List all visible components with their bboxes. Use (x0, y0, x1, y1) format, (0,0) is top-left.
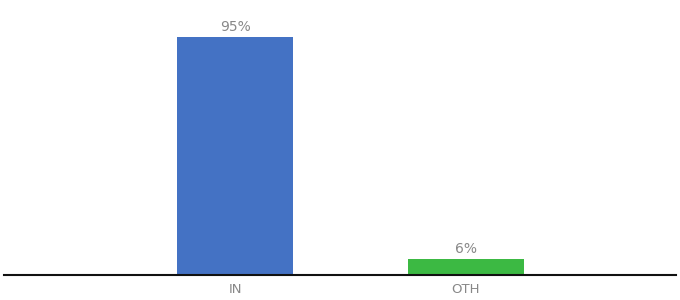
Bar (177, 37, 293, 274)
Text: 6%: 6% (455, 242, 477, 256)
Bar (408, 260, 524, 274)
Text: 95%: 95% (220, 20, 250, 34)
